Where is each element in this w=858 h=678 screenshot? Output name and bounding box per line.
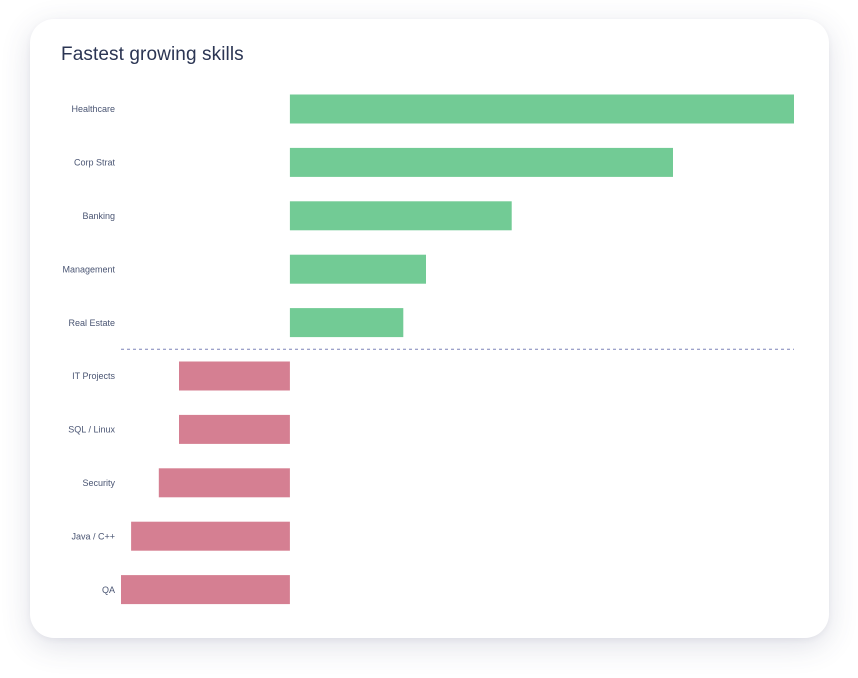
category-label-security: Security bbox=[82, 478, 115, 488]
category-label-java-c: Java / C++ bbox=[71, 531, 115, 541]
category-label-sql-linux: SQL / Linux bbox=[68, 425, 115, 435]
category-label-healthcare: Healthcare bbox=[71, 104, 115, 114]
category-label-qa: QA bbox=[102, 585, 115, 595]
category-labels: Healthcare Corp Strat Banking Management Rea… bbox=[62, 104, 115, 595]
bar-banking bbox=[289, 201, 512, 231]
chart-title: Fastest growing skills bbox=[61, 44, 244, 65]
bar-security bbox=[158, 468, 290, 498]
bar-management bbox=[289, 254, 426, 284]
bar-corp-strat bbox=[289, 147, 673, 177]
bar-java-c bbox=[131, 521, 290, 551]
bar-it-projects bbox=[179, 361, 290, 391]
category-label-it-projects: IT Projects bbox=[72, 371, 115, 381]
bar-real-estate bbox=[289, 308, 404, 338]
chart-card: Fastest growing skills Healthcare Corp St… bbox=[30, 19, 829, 638]
bars-layer bbox=[121, 94, 794, 605]
bar-sql-linux bbox=[179, 414, 290, 444]
bar-healthcare bbox=[289, 94, 794, 124]
category-label-management: Management bbox=[62, 264, 115, 274]
bar-qa bbox=[121, 575, 290, 605]
category-label-corp-strat: Corp Strat bbox=[74, 158, 116, 168]
bar-chart: Healthcare Corp Strat Banking Management Rea… bbox=[62, 94, 794, 605]
category-label-banking: Banking bbox=[82, 211, 115, 221]
category-label-real-estate: Real Estate bbox=[68, 318, 115, 328]
